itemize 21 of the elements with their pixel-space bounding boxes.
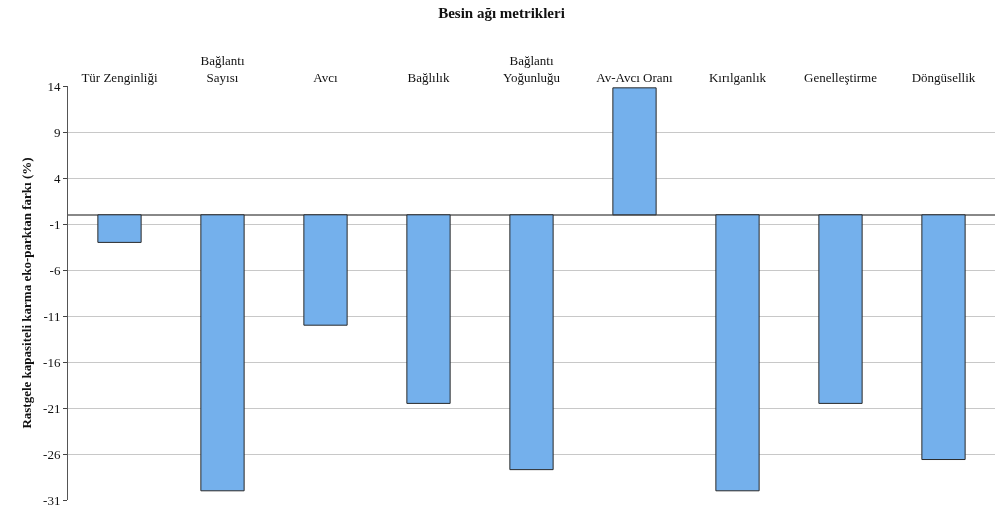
x-tick-label: Bağlantı Yoğunluğu	[502, 53, 561, 86]
x-tick-label: Genelleştirme	[804, 70, 878, 86]
y-tick-label: -6	[49, 262, 61, 278]
y-tick-label: -26	[43, 446, 61, 462]
y-axis-title: Rastgele kapasiteli karma eko-parktan farkı (%)	[19, 157, 35, 429]
y-tick-label: 14	[47, 78, 61, 94]
x-tick-label: Bağlantı Sayısı	[200, 53, 245, 86]
x-tick-label: Av-Avcı Oranı	[596, 70, 674, 86]
x-tick-label: Döngüsellik	[911, 70, 976, 86]
y-tick-label: 4	[53, 170, 61, 186]
x-tick-label: Bağlılık	[407, 70, 450, 86]
x-tick-label: Kırılganlık	[708, 70, 767, 86]
y-tick-label: -21	[43, 400, 61, 416]
y-tick-label: -16	[43, 354, 61, 370]
x-tick-label: Tür Zenginliği	[81, 70, 158, 86]
y-tick-label: -1	[49, 216, 61, 232]
x-tick-label: Avcı	[313, 70, 339, 86]
y-tick-label: -31	[43, 492, 61, 508]
chart-title: Besin ağı metrikleri	[438, 5, 565, 22]
y-tick-label: -11	[43, 308, 61, 324]
y-tick-label: 9	[53, 124, 61, 140]
